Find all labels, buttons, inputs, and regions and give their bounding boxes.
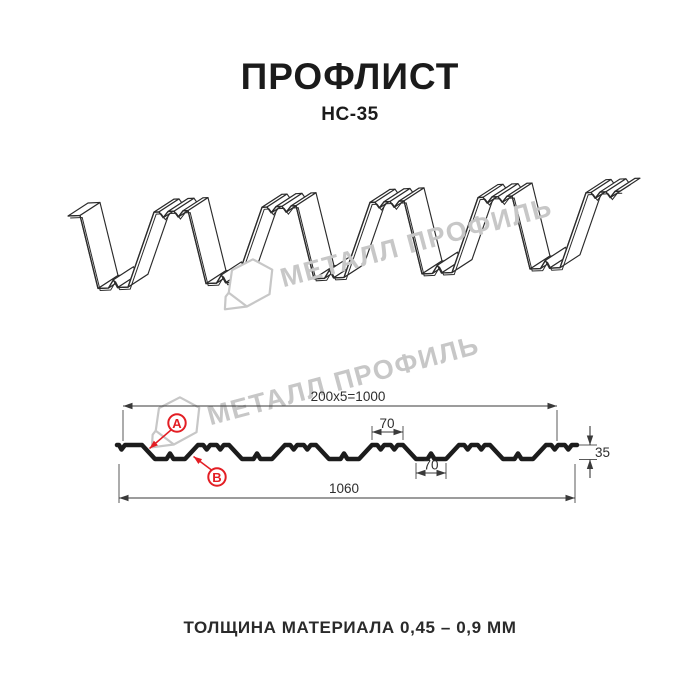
dimension-rib-top-width: 70 (371, 416, 404, 440)
sheet-face (187, 197, 227, 285)
material-thickness-note: ТОЛЩИНА МАТЕРИАЛА 0,45 – 0,9 ММ (183, 618, 517, 637)
callout-b: B (193, 455, 227, 487)
dim-rib-bottom-label: 70 (423, 458, 438, 473)
dimension-rib-bottom-width: 70 (415, 458, 447, 479)
cross-section-profile (114, 442, 580, 462)
watermark-text: МЕТАЛЛ ПРОФИЛЬ (204, 330, 483, 432)
metall-profil-logo-icon (227, 258, 274, 308)
watermark-lower: МЕТАЛЛ ПРОФИЛЬ (150, 330, 483, 449)
dim-overall-width-label: 1060 (329, 481, 359, 496)
dimension-overall-width: 1060 (118, 464, 576, 503)
callout-b-letter: B (212, 470, 221, 485)
sheet-face (79, 201, 119, 290)
dimension-coverage-width: 200x5=1000 (122, 389, 558, 441)
callout-a-letter: A (172, 416, 182, 431)
page-subtitle: НС-35 (321, 104, 379, 125)
dimension-profile-height: 35 (579, 426, 610, 478)
callout-a: A (149, 413, 187, 450)
page-title: ПРОФЛИСТ (240, 56, 460, 97)
sheet-front-edge (67, 190, 621, 290)
dim-coverage-width-label: 200x5=1000 (311, 389, 386, 404)
dim-rib-top-label: 70 (379, 416, 394, 431)
callout-b-circle (207, 467, 227, 487)
callout-a-circle (167, 413, 187, 433)
dim-height-label: 35 (595, 445, 610, 460)
metall-profil-logo-tab-icon (223, 292, 248, 311)
